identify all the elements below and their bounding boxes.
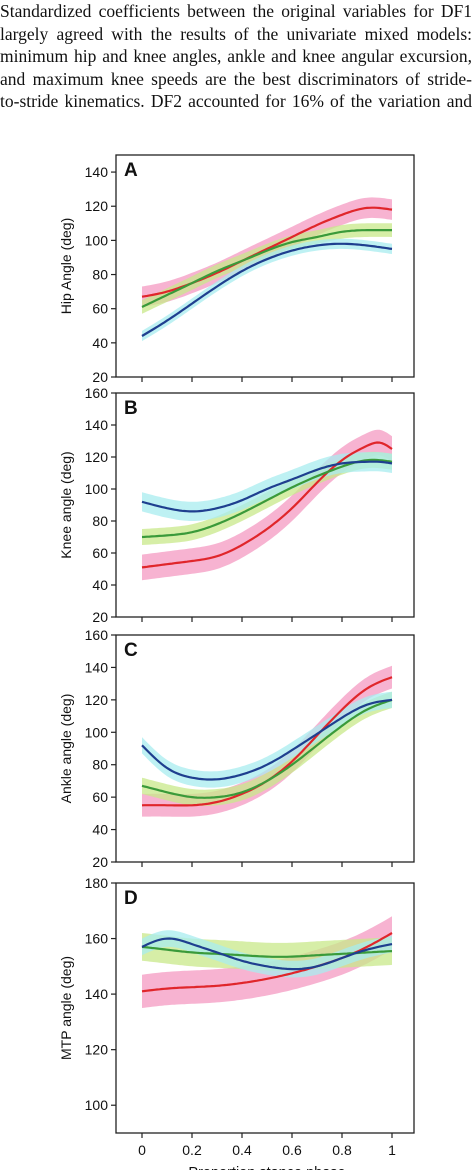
y-tick-label: 120 — [85, 1042, 109, 1058]
series-line-green — [141, 458, 393, 539]
y-axis-label: MTP angle (deg) — [58, 956, 74, 1060]
confidence-band-green — [142, 223, 392, 314]
y-tick-label: 100 — [85, 481, 109, 497]
x-tick-label: 0 — [138, 1142, 146, 1158]
panel-letter: C — [124, 640, 138, 661]
series-line-blue — [141, 242, 393, 337]
series-line-blue — [141, 698, 393, 781]
series-line-red — [141, 441, 393, 569]
series-line-green — [141, 229, 392, 308]
panel-c: 20 40 60 80 100 120 140 160 Ankle angle (deg) C — [58, 627, 415, 870]
y-tick-label: 80 — [92, 757, 108, 773]
series-line-green — [141, 945, 393, 958]
panel-a: 20 40 60 80 100 120 140 Hip Angle (deg) A — [58, 154, 415, 385]
series-line-green — [141, 698, 393, 799]
panel-d: 100 120 140 160 180 MTP angle (deg) D 0 0.2 0.4 0.… — [58, 875, 415, 1170]
y-tick-label: 40 — [92, 822, 108, 838]
confidence-band-blue — [142, 691, 392, 788]
y-tick-label: 60 — [92, 545, 108, 561]
panel-letter: B — [124, 398, 138, 419]
y-tick-label: 140 — [85, 164, 109, 180]
y-tick-label: 140 — [85, 417, 109, 433]
confidence-band-red — [142, 916, 392, 1008]
paragraph-line: minimum hip and knee angles, ankle and k… — [0, 46, 472, 66]
series-line-blue — [141, 460, 393, 513]
y-tick-label: 100 — [85, 1097, 109, 1113]
panel-b: 20 40 60 80 100 120 140 160 Knee angle (deg) B — [58, 385, 415, 625]
panel-letter: D — [124, 888, 138, 909]
y-tick-label: 60 — [92, 789, 108, 805]
y-tick-label: 80 — [92, 267, 108, 283]
y-tick-label: 40 — [92, 577, 108, 593]
x-axis-label: Proportion stance phase — [188, 1165, 345, 1170]
paragraph-line: Standardized coefficients between the or… — [0, 1, 472, 21]
plot-frame — [115, 882, 415, 1134]
y-tick-label: 80 — [92, 513, 108, 529]
plot-frame — [115, 634, 415, 863]
paragraph-line: to-stride kinematics. DF2 accounted for … — [0, 91, 472, 111]
y-tick-label: 140 — [85, 659, 109, 675]
paragraph-line: largely agreed with the results of the u… — [0, 23, 472, 44]
y-tick-label: 140 — [85, 986, 109, 1002]
y-tick-label: 160 — [85, 385, 109, 401]
panel-letter: A — [124, 160, 138, 181]
plot-frame — [115, 392, 415, 618]
x-tick-label: 0.2 — [182, 1142, 202, 1158]
y-tick-label: 20 — [92, 609, 108, 625]
y-axis-label: Ankle angle (deg) — [58, 694, 74, 804]
x-tick-label: 0.8 — [332, 1142, 352, 1158]
paragraph-line: and maximum knee speeds are the best dis… — [0, 68, 472, 89]
y-tick-label: 180 — [85, 875, 109, 891]
y-tick-label: 100 — [85, 232, 109, 248]
y-tick-label: 20 — [92, 369, 108, 385]
y-tick-label: 160 — [85, 931, 109, 947]
x-tick-label: 0.6 — [282, 1142, 302, 1158]
y-tick-label: 120 — [85, 692, 109, 708]
body-paragraph: Standardized coefficients between the or… — [0, 0, 472, 113]
y-tick-label: 60 — [92, 301, 108, 317]
y-tick-label: 120 — [85, 198, 109, 214]
x-tick-label: 0.4 — [232, 1142, 252, 1158]
y-tick-label: 100 — [85, 724, 109, 740]
y-axis-label: Hip Angle (deg) — [58, 218, 74, 315]
series-line-blue — [141, 937, 393, 971]
y-tick-label: 120 — [85, 449, 109, 465]
y-axis-label: Knee angle (deg) — [58, 451, 74, 558]
y-tick-label: 40 — [92, 335, 108, 351]
confidence-band-blue — [142, 930, 392, 978]
y-tick-label: 20 — [92, 854, 108, 870]
x-tick-label: 1 — [388, 1142, 396, 1158]
y-tick-label: 160 — [85, 627, 109, 643]
plot-frame — [115, 154, 415, 378]
